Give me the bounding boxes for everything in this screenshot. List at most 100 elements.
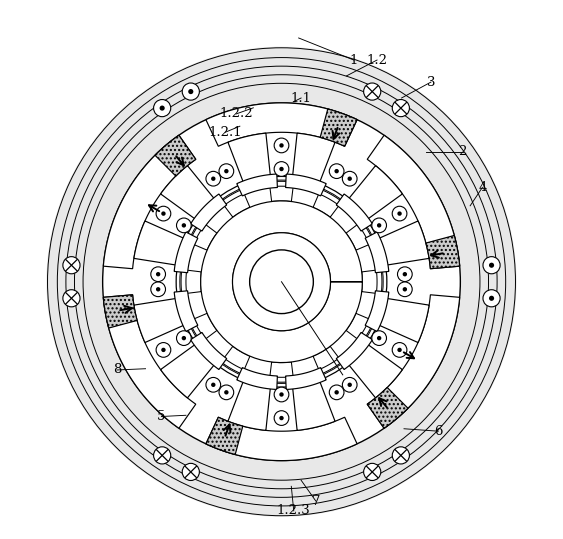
Circle shape: [347, 383, 352, 387]
Polygon shape: [285, 368, 326, 390]
Circle shape: [154, 447, 171, 464]
Polygon shape: [313, 190, 341, 217]
Circle shape: [206, 171, 221, 186]
Polygon shape: [314, 355, 346, 376]
Polygon shape: [378, 221, 429, 265]
Polygon shape: [367, 295, 459, 429]
Circle shape: [219, 385, 234, 400]
Polygon shape: [206, 417, 243, 454]
Circle shape: [397, 211, 402, 216]
Polygon shape: [264, 376, 299, 382]
Polygon shape: [228, 133, 270, 183]
Polygon shape: [104, 295, 137, 328]
Polygon shape: [426, 236, 459, 269]
Polygon shape: [181, 264, 187, 299]
Circle shape: [403, 287, 407, 292]
Circle shape: [483, 289, 500, 307]
Circle shape: [397, 282, 412, 296]
Circle shape: [279, 143, 284, 148]
Polygon shape: [270, 183, 293, 202]
Polygon shape: [348, 344, 403, 398]
Polygon shape: [348, 165, 403, 220]
Circle shape: [329, 385, 344, 400]
Polygon shape: [228, 380, 270, 430]
Polygon shape: [355, 217, 376, 249]
Circle shape: [206, 377, 221, 392]
Circle shape: [182, 223, 186, 227]
Text: 3: 3: [427, 75, 435, 88]
Polygon shape: [160, 165, 215, 220]
Polygon shape: [378, 298, 429, 343]
Circle shape: [372, 331, 386, 345]
Circle shape: [329, 164, 344, 178]
Circle shape: [156, 343, 171, 357]
Circle shape: [392, 343, 407, 357]
Circle shape: [372, 218, 386, 233]
Polygon shape: [134, 221, 185, 265]
Circle shape: [219, 164, 234, 178]
Circle shape: [156, 206, 171, 221]
Text: 1.2.3: 1.2.3: [277, 505, 311, 517]
Text: 1.2.2: 1.2.2: [220, 107, 253, 120]
Circle shape: [274, 411, 289, 425]
Circle shape: [211, 383, 216, 387]
Polygon shape: [314, 188, 346, 209]
Polygon shape: [217, 355, 249, 376]
Circle shape: [177, 331, 191, 345]
Text: 1.1: 1.1: [291, 92, 311, 105]
Polygon shape: [201, 201, 363, 363]
Text: 6: 6: [434, 425, 443, 438]
Polygon shape: [270, 362, 293, 381]
Text: 1.2.1: 1.2.1: [208, 126, 242, 139]
Polygon shape: [293, 133, 335, 183]
Circle shape: [397, 348, 402, 352]
Circle shape: [156, 287, 160, 292]
Circle shape: [177, 218, 191, 233]
Circle shape: [364, 83, 381, 100]
Polygon shape: [264, 181, 299, 188]
Text: 8: 8: [113, 363, 122, 376]
Polygon shape: [376, 264, 382, 299]
Circle shape: [489, 262, 494, 268]
Circle shape: [233, 233, 330, 331]
Circle shape: [392, 206, 407, 221]
Polygon shape: [222, 347, 250, 373]
Circle shape: [397, 267, 412, 281]
Polygon shape: [355, 314, 376, 347]
Circle shape: [182, 336, 186, 340]
Polygon shape: [365, 291, 389, 331]
Polygon shape: [190, 222, 217, 250]
Polygon shape: [320, 109, 357, 146]
Circle shape: [403, 272, 407, 277]
Circle shape: [342, 171, 357, 186]
Circle shape: [63, 289, 80, 307]
Polygon shape: [285, 174, 326, 196]
Text: 2: 2: [459, 146, 467, 158]
Circle shape: [161, 348, 166, 352]
Polygon shape: [293, 380, 335, 430]
Polygon shape: [217, 188, 249, 209]
Polygon shape: [313, 347, 341, 373]
Polygon shape: [346, 222, 373, 250]
Polygon shape: [206, 103, 357, 146]
Circle shape: [377, 223, 381, 227]
Circle shape: [342, 377, 357, 392]
Polygon shape: [174, 291, 198, 331]
Circle shape: [274, 138, 289, 153]
Polygon shape: [222, 190, 250, 217]
Polygon shape: [104, 135, 196, 269]
Polygon shape: [155, 135, 196, 176]
Polygon shape: [346, 313, 373, 342]
Circle shape: [211, 176, 216, 181]
Circle shape: [364, 464, 381, 480]
Polygon shape: [174, 232, 198, 273]
Polygon shape: [367, 388, 408, 429]
Text: 4: 4: [478, 181, 486, 194]
Polygon shape: [104, 295, 196, 429]
Polygon shape: [367, 135, 459, 269]
Polygon shape: [190, 313, 217, 342]
Text: 7: 7: [311, 494, 320, 508]
Polygon shape: [187, 314, 208, 347]
Circle shape: [347, 176, 352, 181]
Circle shape: [489, 296, 494, 301]
